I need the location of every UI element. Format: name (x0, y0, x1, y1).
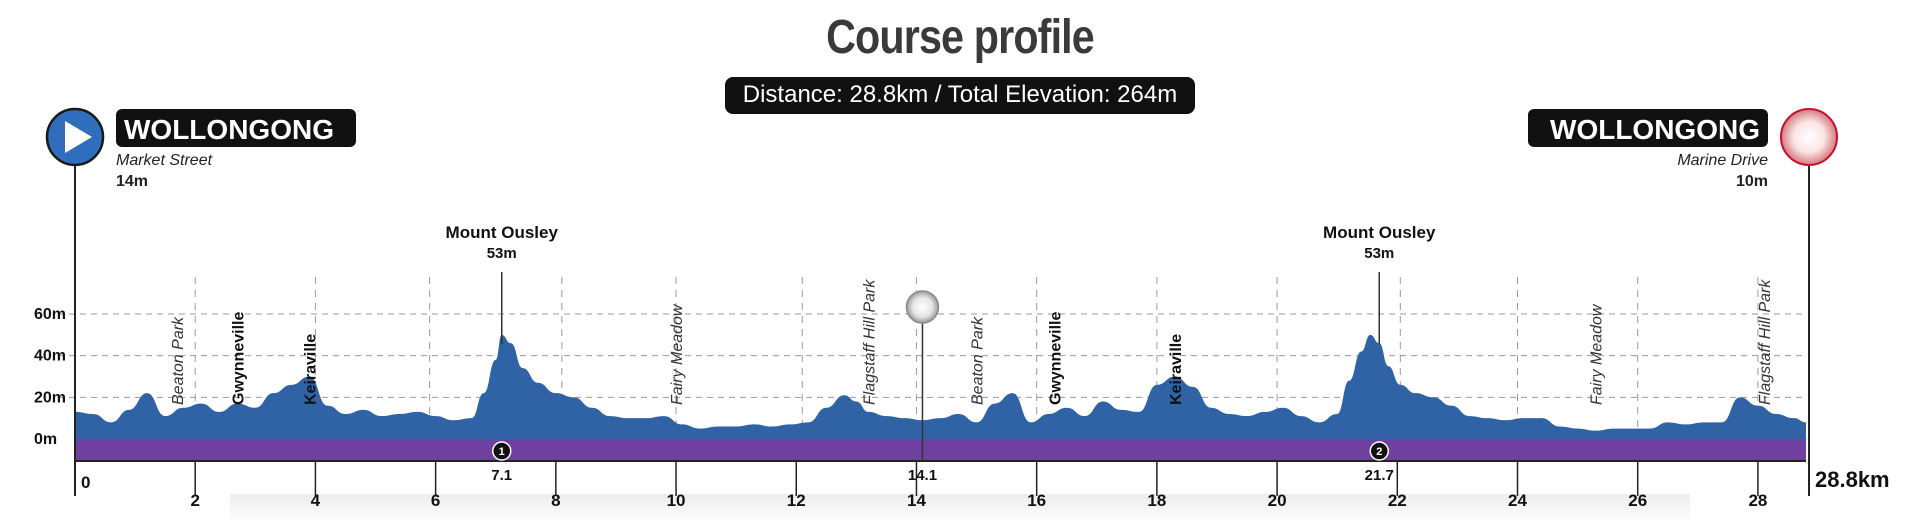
climb-badge-icon (491, 441, 512, 461)
place-layer: Beaton Park Gwynneville Keiraville Fairy Me… (170, 279, 1774, 405)
y-tick-label: 20m (34, 389, 66, 406)
place-label: Keiraville (1168, 334, 1185, 405)
marker-km-label: 21.7 (1365, 467, 1394, 484)
y-tick-label: 0m (34, 431, 57, 448)
marker-km-label: 7.1 (491, 467, 512, 484)
ground-shadow (230, 494, 1690, 524)
climb-name: Mount Ousley (446, 223, 559, 242)
finish-location: Marine Drive (1677, 152, 1768, 169)
x-tick-label: 0 (81, 473, 90, 492)
course-stats-badge: Distance: 28.8km / Total Elevation: 264m (724, 77, 1196, 114)
finish-block: WOLLONGONG Marine Drive 10m (1528, 108, 1838, 496)
climb-elevation: 53m (1364, 245, 1394, 262)
start-block: WOLLONGONG Market Street 14m (45, 107, 356, 496)
x-tick-label: 6 (431, 491, 440, 510)
x-tick-label: 26 (1628, 491, 1647, 510)
x-tick-label: 16 (1027, 491, 1046, 510)
elevation-area (75, 334, 1806, 441)
x-tick-label: 28 (1748, 491, 1767, 510)
marker-layer: 7.1 Mount Ousley 53m 1 14.1 21.7 Mount Ousley 5… (446, 223, 1436, 484)
place-label: Fairy Meadow (1589, 303, 1606, 405)
place-label: Beaton Park (970, 316, 987, 405)
climb-elevation: 53m (487, 245, 517, 262)
x-tick-label: 4 (311, 491, 321, 510)
area-layer (75, 334, 1806, 461)
x-tick-label: 12 (787, 491, 806, 510)
marker-km-label: 14.1 (908, 467, 937, 484)
place-label: Flagstaff Hill Park (861, 279, 878, 405)
place-label: Gwynneville (230, 312, 247, 405)
y-tick-label: 60m (34, 306, 66, 323)
climb-name: Mount Ousley (1323, 223, 1436, 242)
place-label: Keiraville (302, 334, 319, 405)
start-elevation: 14m (116, 173, 148, 190)
x-tick-label: 22 (1388, 491, 1407, 510)
x-end-label: 28.8km (1815, 467, 1890, 492)
x-tick-label: 14 (907, 491, 926, 510)
place-label: Fairy Meadow (669, 303, 686, 405)
climb-badge-number: 1 (499, 446, 505, 458)
start-play-icon (45, 107, 105, 167)
x-tick-label: 10 (667, 491, 686, 510)
x-tick-label: 18 (1147, 491, 1166, 510)
road-band (75, 439, 1806, 461)
climb-badge-icon (1369, 441, 1390, 461)
x-tick-label: 24 (1508, 491, 1527, 510)
finish-flag-icon (1780, 108, 1838, 166)
finish-elevation: 10m (1736, 173, 1768, 190)
start-town-badge (116, 109, 356, 147)
place-label: Gwynneville (1048, 312, 1065, 405)
page-title: Course profile (826, 11, 1095, 64)
place-label: Flagstaff Hill Park (1757, 279, 1774, 405)
climb-badge-number: 2 (1376, 446, 1382, 458)
y-tick-label: 40m (34, 348, 66, 365)
place-label: Beaton Park (170, 316, 187, 405)
x-tick-label: 8 (551, 491, 560, 510)
x-tick-label: 2 (190, 491, 199, 510)
subtitle-container: Distance: 28.8km / Total Elevation: 264m (0, 77, 1920, 114)
finish-town-badge (1528, 109, 1768, 147)
sprint-point-icon (905, 290, 940, 324)
start-location: Market Street (116, 152, 213, 169)
start-town: WOLLONGONG (124, 114, 334, 145)
x-tick-label: 20 (1268, 491, 1287, 510)
finish-town: WOLLONGONG (1550, 114, 1760, 145)
